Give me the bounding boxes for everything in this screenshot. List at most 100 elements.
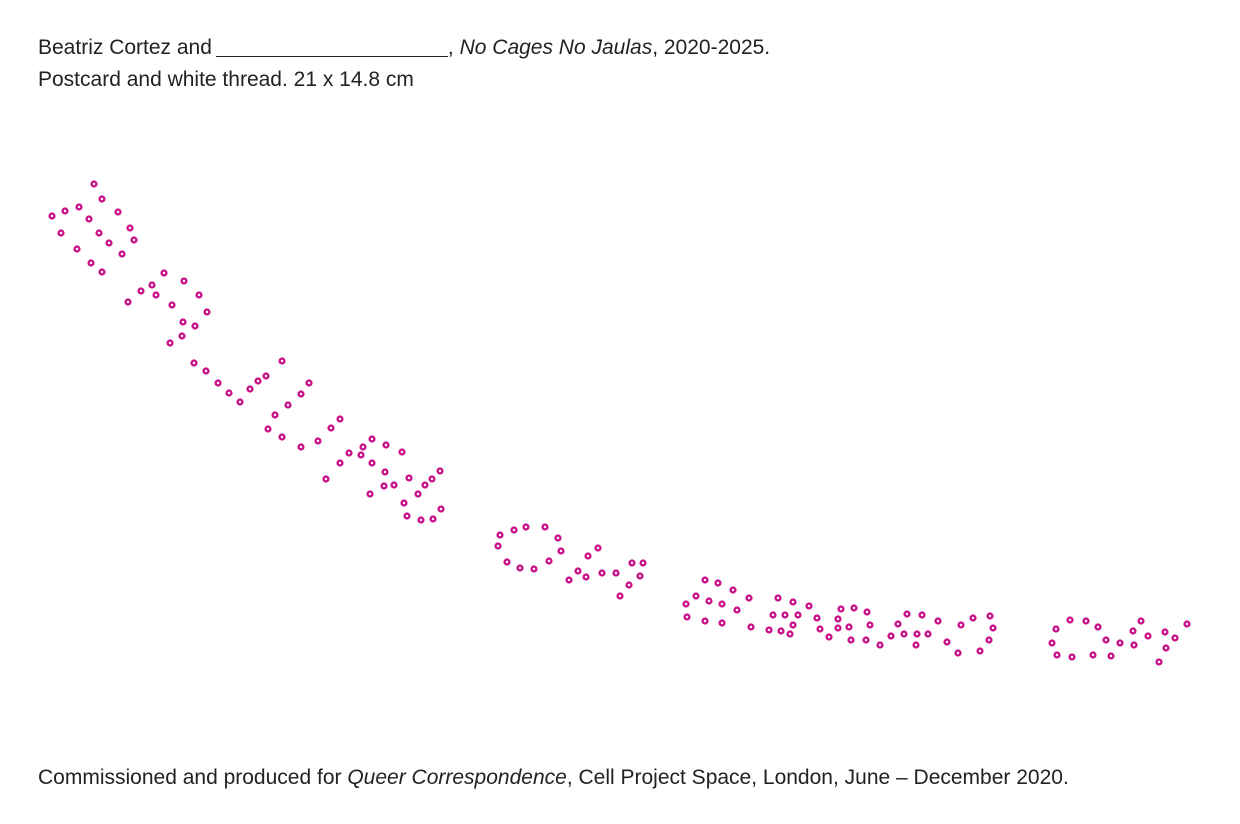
stitch-dot [805,602,813,610]
stitch-dot [718,600,726,608]
stitch-dot [903,610,911,618]
stitch-dot [683,613,691,621]
stitch-dot [414,490,422,498]
stitch-dot [225,389,233,397]
artwork-years: , 2020-2025. [652,36,771,59]
stitch-dot [794,611,802,619]
stitch-dot [264,425,272,433]
stitch-dot [179,318,187,326]
stitch-dot [428,475,436,483]
stitch-dot [380,482,388,490]
stitch-dot [436,467,444,475]
stitch-dot [191,322,199,330]
stitch-dot [912,641,920,649]
stitch-dot [985,636,993,644]
stitch-dot [57,229,65,237]
stitch-dot [98,268,106,276]
stitch-dot [278,357,286,365]
stitch-dot [714,579,722,587]
stitch-dot [989,624,997,632]
stitch-dot [1048,639,1056,647]
stitch-dot [105,239,113,247]
stitch-dot [1094,623,1102,631]
stitch-dot [1082,617,1090,625]
exhibition-title: Queer Correspondence [347,766,567,789]
stitch-dot [1116,639,1124,647]
stitch-dot [834,615,842,623]
comma: , [447,36,460,59]
stitch-dot [510,526,518,534]
stitch-dot [862,636,870,644]
artist-names: Beatriz Cortez and [38,36,212,59]
collaborator-blank-line [215,36,448,57]
stitch-dot [729,586,737,594]
stitch-dot [612,569,620,577]
stitch-dot [954,649,962,657]
stitch-dot [777,627,785,635]
stitch-dot [118,250,126,258]
stitch-dot [160,269,168,277]
stitch-dot [913,630,921,638]
stitch-dot [636,572,644,580]
stitch-dot [336,459,344,467]
commission-prefix: Commissioned and produced for [38,766,348,789]
stitch-dot [284,401,292,409]
stitch-dot [126,224,134,232]
stitch-dot [180,277,188,285]
stitch-dot [918,611,926,619]
stitch-dot [1155,658,1163,666]
stitch-dot [863,608,871,616]
stitch-dot [845,623,853,631]
stitch-dot [924,630,932,638]
stitch-dot [1183,620,1191,628]
stitch-dot [400,499,408,507]
stitch-dot [254,377,262,385]
stitch-dot [541,523,549,531]
stitch-dot [1068,653,1076,661]
stitch-dot [847,636,855,644]
caption-line-1: Beatriz Cortez and, No Cages No Jaulas, … [38,32,770,64]
stitch-dot [405,474,413,482]
stitch-dot [887,632,895,640]
stitch-dot [421,481,429,489]
stitch-dot [747,623,755,631]
stitch-dot [359,443,367,451]
stitch-dot [969,614,977,622]
stitch-dot [1144,632,1152,640]
stitch-dot [382,441,390,449]
stitch-dot [195,291,203,299]
stitch-dot [336,415,344,423]
stitch-dot [876,641,884,649]
stitch-dot [789,621,797,629]
stitch-dot [1161,628,1169,636]
stitch-dot [368,435,376,443]
stitch-dot [73,245,81,253]
stitch-dot [152,291,160,299]
stitch-dot [769,611,777,619]
stitch-dot [398,448,406,456]
stitch-dot [701,576,709,584]
stitch-dot [305,379,313,387]
stitch-dot [236,398,244,406]
stitch-dot [90,180,98,188]
stitch-dot [390,481,398,489]
stitch-dot [522,523,530,531]
stitch-dot [1171,634,1179,642]
stitch-dot [957,621,965,629]
stitch-dot [943,638,951,646]
stitch-dot [1107,652,1115,660]
commission-suffix: , Cell Project Space, London, June – Dec… [566,766,1069,789]
stitch-dot [503,558,511,566]
stitch-dot [1052,625,1060,633]
stitch-dot [574,567,582,575]
stitch-dot [557,547,565,555]
stitch-dot [130,236,138,244]
stitch-dot [733,606,741,614]
stitch-dot [75,203,83,211]
artwork-caption: Beatriz Cortez and, No Cages No Jaulas, … [38,32,770,96]
stitch-dot [934,617,942,625]
stitch-dot [246,385,254,393]
stitch-dot [1102,636,1110,644]
stitch-dot [297,390,305,398]
stitch-dot [786,630,794,638]
